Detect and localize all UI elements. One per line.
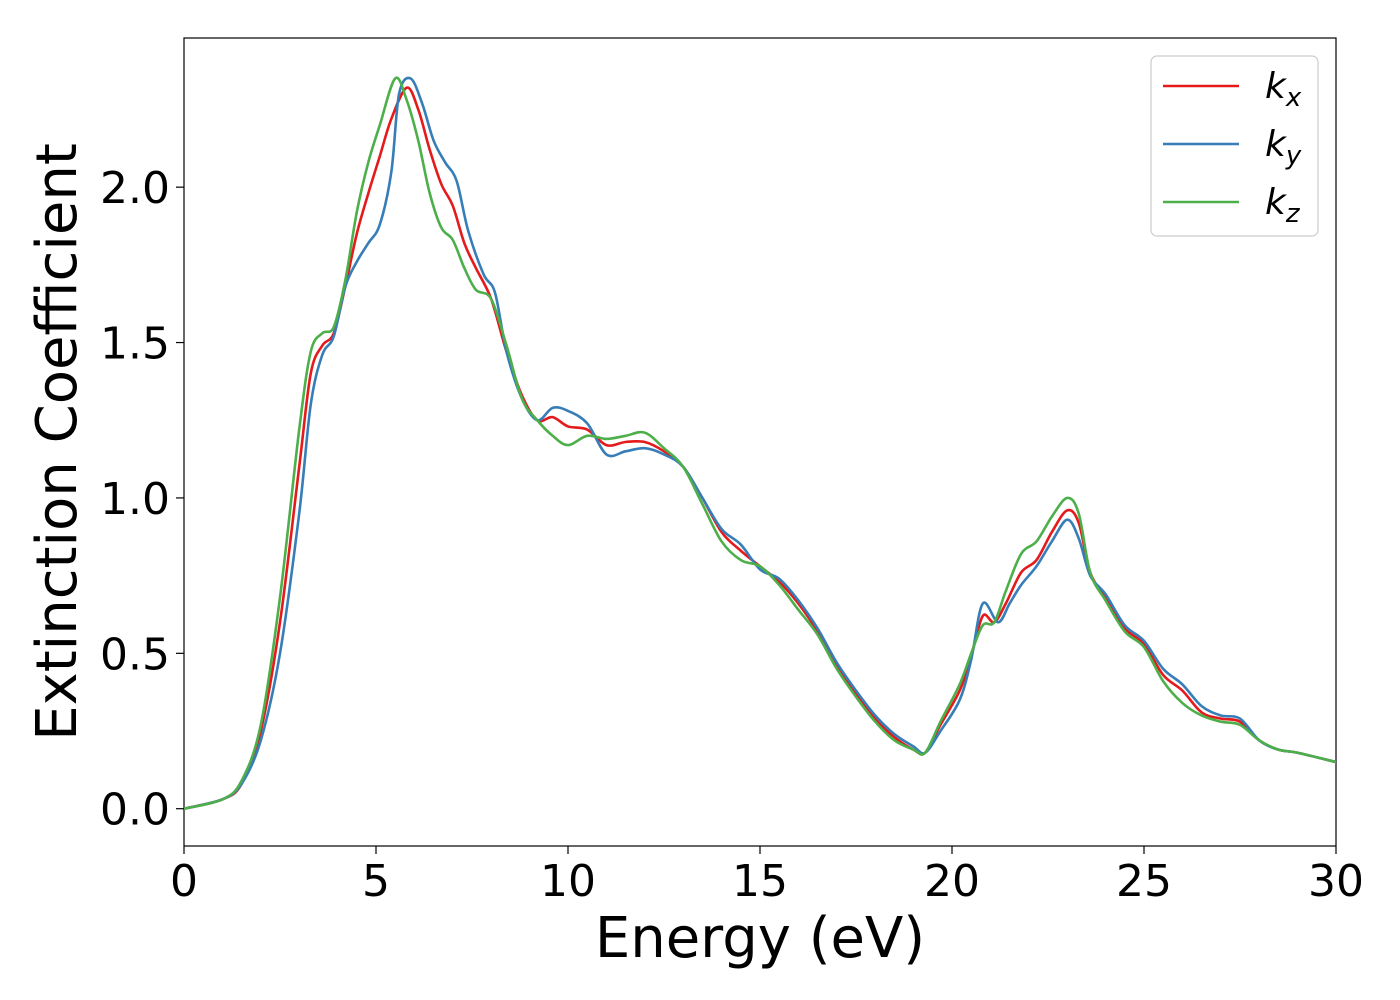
legend-label-main: k	[1265, 182, 1288, 223]
legend-label-main: k	[1265, 124, 1288, 165]
series-layer	[184, 76, 1336, 811]
x-tick-label: 20	[924, 856, 980, 907]
y-tick-label: 1.0	[100, 474, 170, 525]
x-tick-label: 30	[1308, 856, 1364, 907]
x-tick-label: 10	[540, 856, 596, 907]
legend-label-subscript: x	[1285, 83, 1302, 113]
y-axis-label: Extinction Coefficient	[25, 143, 90, 741]
x-axis: 0 5 10 15 20 25 30	[170, 846, 1364, 907]
x-axis-label: Energy (eV)	[595, 906, 925, 971]
series-line-kz	[184, 76, 1336, 811]
legend-label-subscript: y	[1285, 141, 1302, 171]
y-axis: 0.0 0.5 1.0 1.5 2.0	[100, 163, 184, 836]
x-tick-label: 5	[362, 856, 390, 907]
legend-frame	[1150, 55, 1319, 237]
legend-label-ky: ky	[1265, 124, 1302, 171]
legend-label-kz: kz	[1265, 182, 1301, 229]
y-tick-label: 1.5	[100, 319, 170, 370]
x-tick-label: 25	[1116, 856, 1172, 907]
legend-label-main: k	[1265, 66, 1288, 107]
y-tick-label: 0.5	[100, 629, 170, 680]
legend-label-subscript: z	[1285, 199, 1301, 229]
y-tick-label: 2.0	[100, 163, 170, 214]
x-tick-label: 0	[170, 856, 198, 907]
x-tick-label: 15	[732, 856, 788, 907]
y-tick-label: 0.0	[100, 785, 170, 836]
legend-label-kx: kx	[1265, 66, 1302, 113]
